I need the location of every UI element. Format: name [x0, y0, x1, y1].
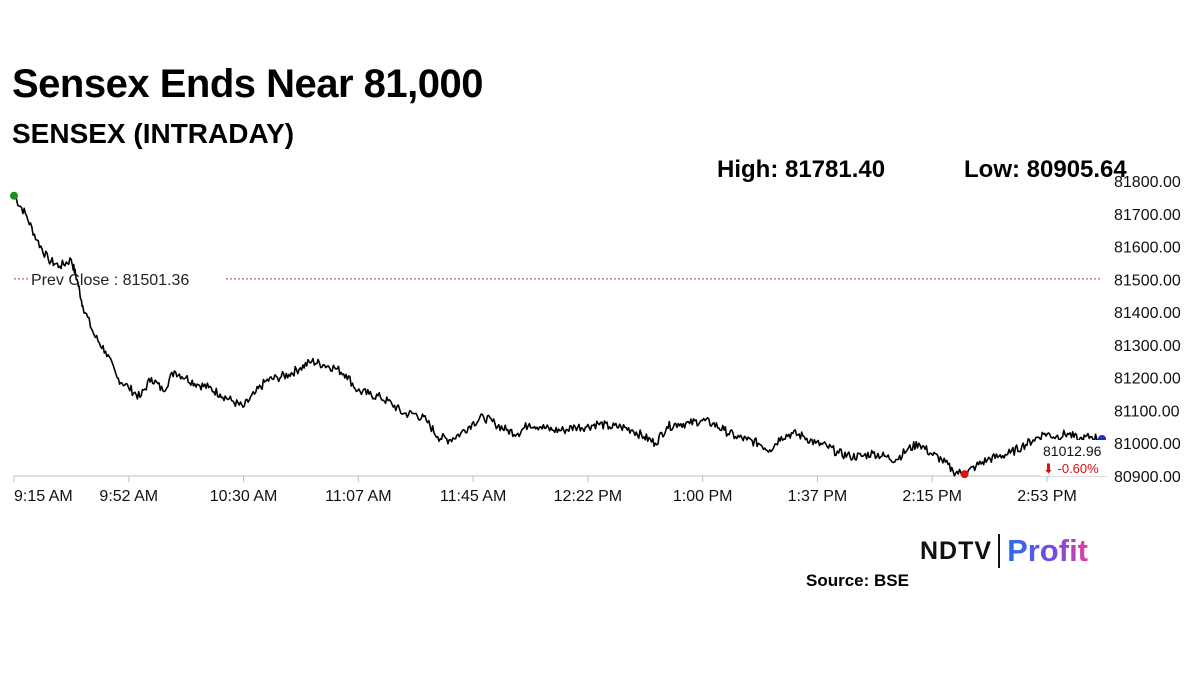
y-tick-label: 81100.00 — [1114, 403, 1180, 420]
x-tick-label: 10:30 AM — [210, 488, 278, 505]
x-tick-label: 12:22 PM — [554, 488, 622, 505]
logo-ndtv-text: NDTV — [920, 536, 993, 565]
x-tick-label: 11:45 AM — [440, 488, 506, 505]
y-tick-label: 81500.00 — [1114, 272, 1181, 289]
chart-title: Sensex Ends Near 81,000 — [12, 62, 484, 106]
low-label: Low: 80905.64 — [964, 156, 1127, 183]
logo-profit-text: Profit — [1007, 533, 1088, 568]
ndtv-profit-logo: NDTV Profit — [920, 531, 1088, 571]
prev-close-label-bg — [28, 268, 224, 289]
last-value-label: 81012.96 — [1043, 443, 1102, 459]
x-tick-label: 2:15 PM — [902, 488, 962, 505]
x-tick-label: 2:53 PM — [1017, 488, 1077, 505]
x-tick-label: 1:37 PM — [788, 488, 848, 505]
sensex-price-line — [13, 195, 1103, 478]
high-label: High: 81781.40 — [717, 156, 886, 183]
y-tick-label: 81800.00 — [1114, 174, 1181, 191]
logo-divider — [998, 534, 1001, 568]
y-tick-label: 81000.00 — [1114, 436, 1181, 453]
y-tick-label: 81200.00 — [1114, 371, 1181, 388]
last-change-label: ⬇ -0.60% — [1043, 461, 1099, 476]
prev-close-label: Prev Close : 81501.36 — [31, 272, 189, 289]
source-note: Source: BSE — [806, 571, 909, 590]
low-marker — [960, 470, 969, 479]
x-tick-label: 9:15 AM — [14, 488, 73, 505]
x-tick-label: 11:07 AM — [325, 488, 391, 505]
x-tick-label: 1:00 PM — [673, 488, 733, 505]
y-tick-label: 80900.00 — [1114, 469, 1181, 486]
y-tick-label: 81700.00 — [1114, 207, 1181, 224]
x-tick-label: 9:52 AM — [99, 488, 158, 505]
open-marker — [10, 191, 18, 200]
y-tick-label: 81300.00 — [1114, 338, 1181, 355]
y-tick-label: 81600.00 — [1114, 240, 1181, 257]
chart-subtitle: SENSEX (INTRADAY) — [12, 118, 295, 149]
y-tick-label: 81400.00 — [1114, 305, 1181, 322]
last-label-bg — [1040, 440, 1110, 476]
